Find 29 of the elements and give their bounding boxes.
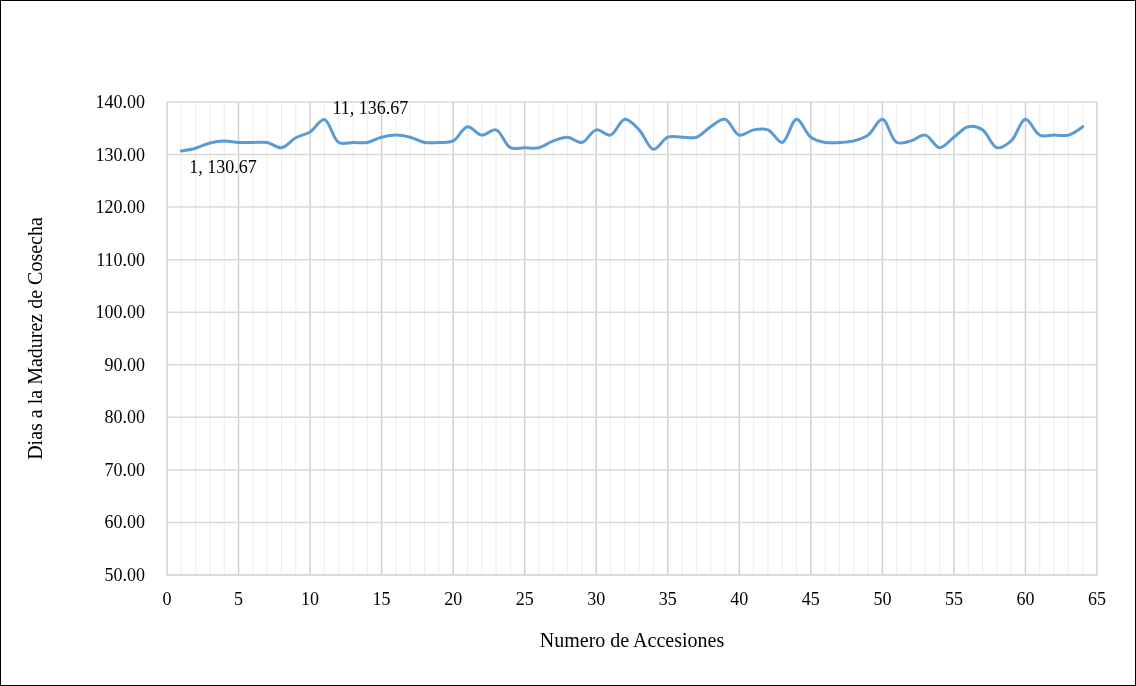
y-tick-label: 90.00 — [104, 354, 145, 375]
x-tick-label: 5 — [234, 589, 244, 609]
data-label: 1, 130.67 — [189, 157, 257, 178]
y-tick-label: 110.00 — [96, 249, 145, 270]
x-tick-label: 20 — [444, 589, 463, 609]
x-tick-label: 45 — [801, 589, 820, 609]
x-tick-label: 65 — [1088, 589, 1106, 609]
y-tick-label: 130.00 — [95, 144, 145, 165]
x-tick-label: 30 — [587, 589, 606, 609]
x-axis-title: Numero de Accesiones — [539, 629, 725, 651]
y-tick-label: 60.00 — [104, 512, 145, 533]
x-tick-label: 60 — [1016, 589, 1035, 609]
x-tick-label: 0 — [162, 589, 172, 609]
x-tick-label: 40 — [730, 589, 749, 609]
x-tick-label: 25 — [515, 589, 534, 609]
y-tick-label: 80.00 — [104, 407, 145, 428]
x-tick-label: 10 — [301, 589, 320, 609]
y-tick-label: 50.00 — [104, 565, 145, 585]
y-tick-label: 140.00 — [95, 92, 145, 112]
x-tick-label: 35 — [658, 589, 677, 609]
data-label: 11, 136.67 — [332, 97, 409, 118]
x-tick-label: 50 — [873, 589, 892, 609]
x-tick-label: 55 — [944, 589, 963, 609]
y-tick-label: 100.00 — [95, 302, 145, 323]
y-tick-label: 120.00 — [95, 197, 145, 218]
line-series — [179, 117, 1085, 153]
y-tick-label: 70.00 — [104, 459, 145, 480]
x-tick-label: 15 — [372, 589, 391, 609]
y-axis-title: Dias a la Madurez de Cosecha — [24, 217, 46, 460]
